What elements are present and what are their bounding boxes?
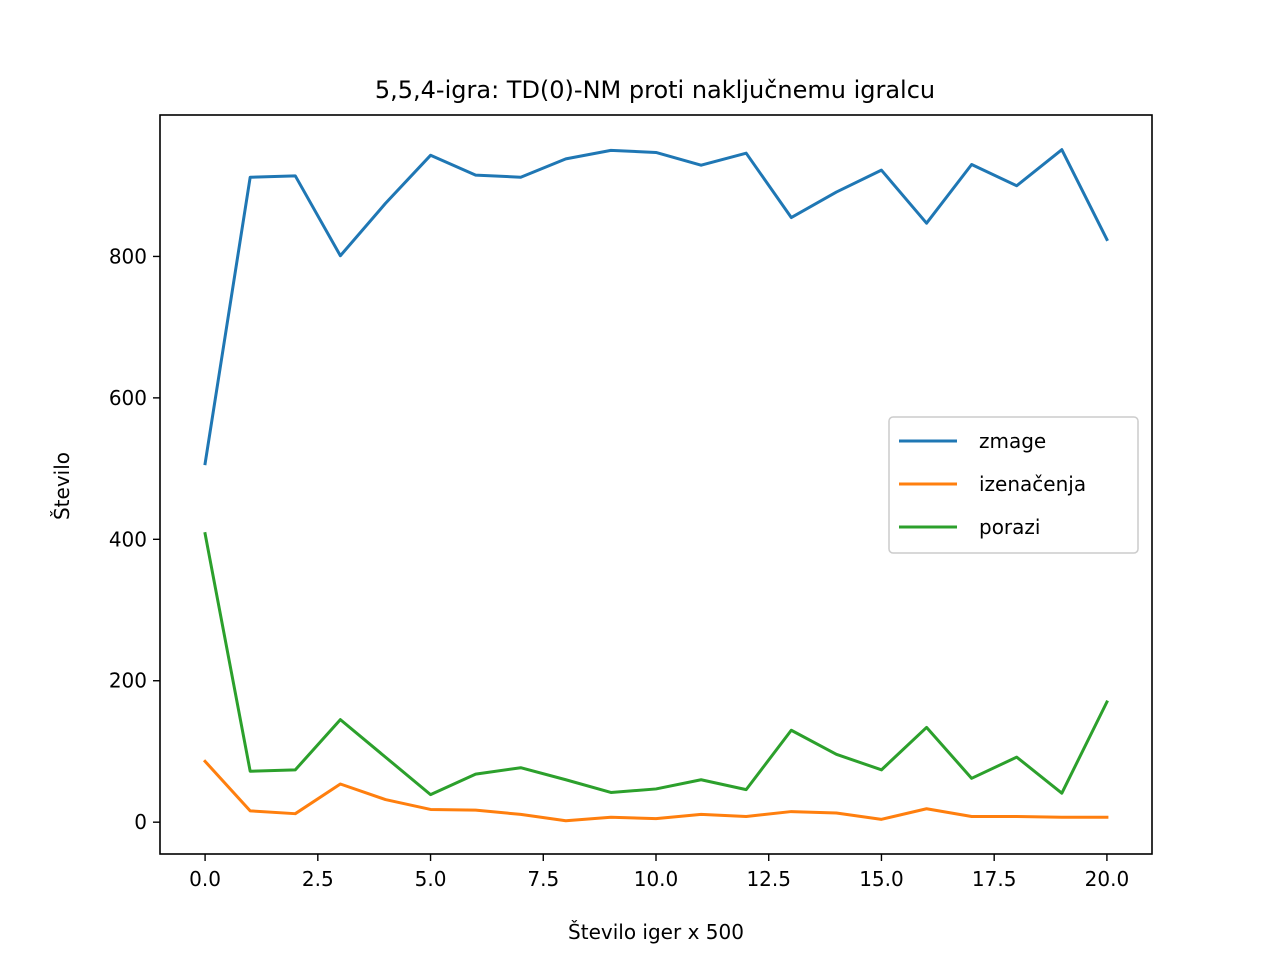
y-axis-label: Število <box>50 452 74 520</box>
legend-label: porazi <box>979 515 1040 539</box>
x-tick-label: 10.0 <box>634 867 679 891</box>
x-tick-label: 17.5 <box>972 867 1017 891</box>
y-tick-label: 200 <box>109 669 147 693</box>
x-tick-label: 20.0 <box>1085 867 1130 891</box>
x-tick-label: 0.0 <box>189 867 221 891</box>
legend-label: zmage <box>979 429 1046 453</box>
x-tick-label: 7.5 <box>527 867 559 891</box>
x-axis: 0.0 2.5 5.0 7.5 10.0 12.5 15.0 17.5 20.0 <box>189 854 1129 891</box>
x-tick-label: 5.0 <box>415 867 447 891</box>
y-tick-label: 800 <box>109 244 147 268</box>
chart-title: 5,5,4-igra: TD(0)-NM proti naključnemu i… <box>375 76 935 104</box>
series-line-3 <box>203 531 1109 797</box>
series-line-1 <box>203 148 1109 466</box>
y-axis: 0 200 400 600 800 <box>109 244 160 834</box>
legend-box <box>888 416 1139 554</box>
y-tick-label: 600 <box>109 386 147 410</box>
y-tick-label: 0 <box>134 810 147 834</box>
series-line-2 <box>202 759 1109 823</box>
x-tick-label: 15.0 <box>859 867 904 891</box>
legend-label: izenačenja <box>979 472 1086 496</box>
legend: zmage izenačenja porazi <box>888 416 1139 554</box>
x-tick-label: 12.5 <box>746 867 791 891</box>
x-tick-label: 2.5 <box>302 867 334 891</box>
series-layer <box>202 148 1109 823</box>
y-tick-label: 400 <box>109 527 147 551</box>
x-axis-label: Število iger x 500 <box>568 920 744 944</box>
